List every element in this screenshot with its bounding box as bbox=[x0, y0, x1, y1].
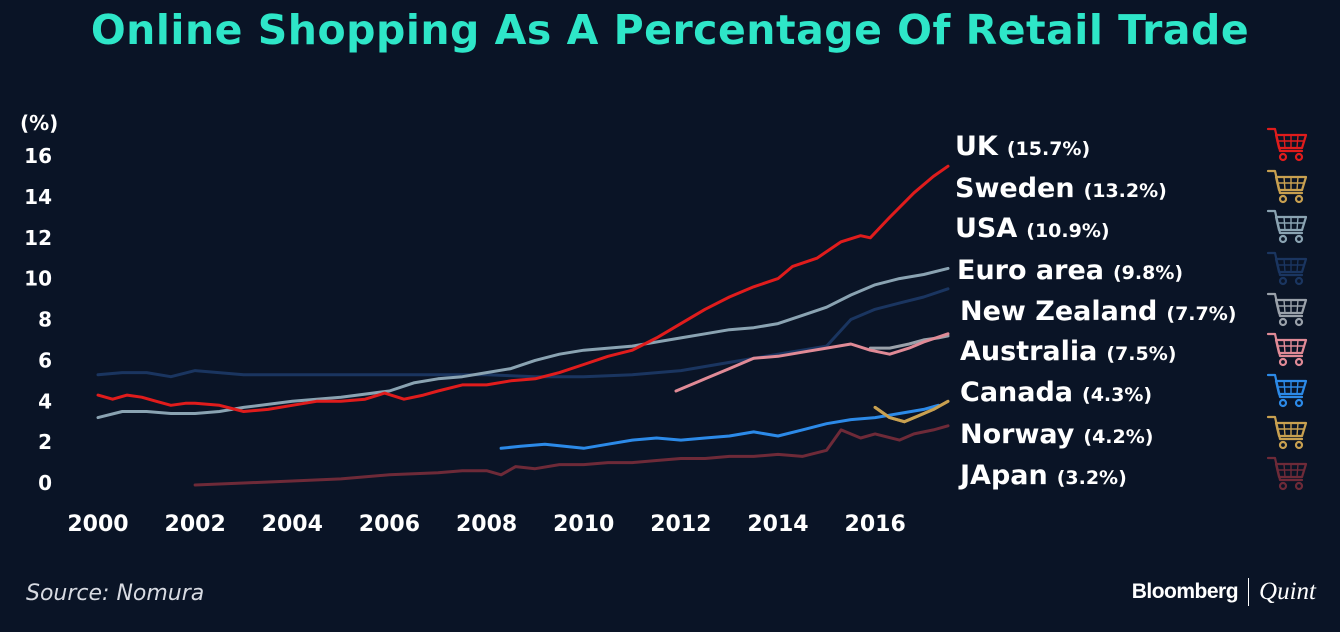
x-tick-label: 2000 bbox=[67, 512, 128, 537]
x-tick-label: 2004 bbox=[262, 512, 323, 537]
series-line-australia bbox=[674, 332, 950, 393]
y-tick-label: 8 bbox=[38, 308, 52, 332]
legend-label: JApan bbox=[958, 460, 1048, 491]
shopping-cart-icon bbox=[1266, 127, 1308, 162]
legend-value: (3.2%) bbox=[1057, 467, 1127, 489]
series-line-uk bbox=[96, 164, 950, 413]
series-line-euro-area bbox=[96, 287, 950, 379]
legend-entry: New Zealand (7.7%) bbox=[960, 296, 1236, 327]
legend-entry: USA (10.9%) bbox=[955, 213, 1110, 244]
series-line-japan bbox=[193, 424, 950, 487]
legend-entry: JApan (3.2%) bbox=[958, 460, 1127, 491]
series-line-canada bbox=[499, 403, 940, 450]
y-axis-label: (%) bbox=[20, 111, 58, 135]
legend-value: (4.2%) bbox=[1083, 426, 1153, 448]
shopping-cart-icon bbox=[1266, 415, 1308, 450]
shopping-cart-icon bbox=[1266, 332, 1308, 367]
legend-entry: Canada (4.3%) bbox=[960, 377, 1152, 408]
y-tick-label: 10 bbox=[24, 267, 52, 291]
y-tick-label: 0 bbox=[38, 471, 52, 495]
legend-label: Australia bbox=[960, 336, 1097, 367]
series-line-sweden bbox=[873, 399, 950, 424]
legend-value: (15.7%) bbox=[1007, 138, 1090, 160]
brand-secondary: Quint bbox=[1259, 578, 1316, 605]
y-tick-label: 16 bbox=[24, 144, 52, 168]
legend-label: Canada bbox=[960, 377, 1073, 408]
shopping-cart-icon bbox=[1266, 209, 1308, 244]
y-tick-label: 6 bbox=[38, 348, 52, 372]
y-axis-ticks: 0 2 4 6 8 10 12 14 16 bbox=[24, 144, 52, 495]
legend-value: (7.5%) bbox=[1106, 343, 1176, 365]
x-tick-label: 2012 bbox=[650, 512, 711, 537]
brand-separator bbox=[1248, 578, 1250, 606]
shopping-cart-icon bbox=[1266, 373, 1308, 408]
shopping-cart-icon bbox=[1266, 251, 1308, 286]
legend-value: (4.3%) bbox=[1082, 384, 1152, 406]
legend-label: New Zealand bbox=[960, 296, 1157, 327]
x-tick-label: 2006 bbox=[359, 512, 420, 537]
brand-logo: Bloomberg Quint bbox=[1132, 578, 1316, 606]
y-tick-label: 14 bbox=[24, 185, 52, 209]
y-tick-label: 4 bbox=[38, 389, 52, 413]
legend-label: UK bbox=[955, 131, 999, 162]
legend-value: (10.9%) bbox=[1026, 220, 1109, 242]
shopping-cart-icon bbox=[1266, 169, 1308, 204]
legend-label: Sweden bbox=[955, 173, 1075, 204]
shopping-cart-icon bbox=[1266, 292, 1308, 327]
legend-entry: Sweden (13.2%) bbox=[955, 173, 1167, 204]
brand-primary: Bloomberg bbox=[1131, 580, 1239, 603]
legend-entry: Euro area (9.8%) bbox=[957, 255, 1183, 286]
legend-label: USA bbox=[955, 213, 1017, 244]
x-tick-label: 2010 bbox=[553, 512, 614, 537]
legend-entry: UK (15.7%) bbox=[955, 131, 1090, 162]
x-tick-label: 2008 bbox=[456, 512, 517, 537]
legend-label: Euro area bbox=[957, 255, 1104, 286]
legend-value: (13.2%) bbox=[1084, 180, 1167, 202]
legend-label: Norway bbox=[960, 419, 1075, 450]
y-tick-label: 2 bbox=[38, 430, 52, 454]
x-tick-label: 2014 bbox=[747, 512, 808, 537]
series-line-usa bbox=[96, 266, 950, 420]
shopping-cart-icon bbox=[1266, 456, 1308, 491]
legend-entry: Australia (7.5%) bbox=[960, 336, 1176, 367]
source-note: Source: Nomura bbox=[26, 581, 205, 606]
series-lines bbox=[96, 164, 950, 487]
chart-title: Online Shopping As A Percentage Of Retai… bbox=[90, 6, 1250, 54]
legend-value: (9.8%) bbox=[1113, 262, 1183, 284]
legend-entry: Norway (4.2%) bbox=[960, 419, 1153, 450]
legend-value: (7.7%) bbox=[1166, 303, 1236, 325]
y-tick-label: 12 bbox=[24, 226, 52, 250]
x-tick-label: 2002 bbox=[165, 512, 226, 537]
x-tick-label: 2016 bbox=[845, 512, 906, 537]
x-axis-ticks: 2000 2002 2004 2006 2008 2010 2012 2014 2016 bbox=[67, 512, 905, 537]
legend: UK (15.7%) Sweden (13.2%) USA (10.9%) Euro are… bbox=[955, 127, 1308, 491]
